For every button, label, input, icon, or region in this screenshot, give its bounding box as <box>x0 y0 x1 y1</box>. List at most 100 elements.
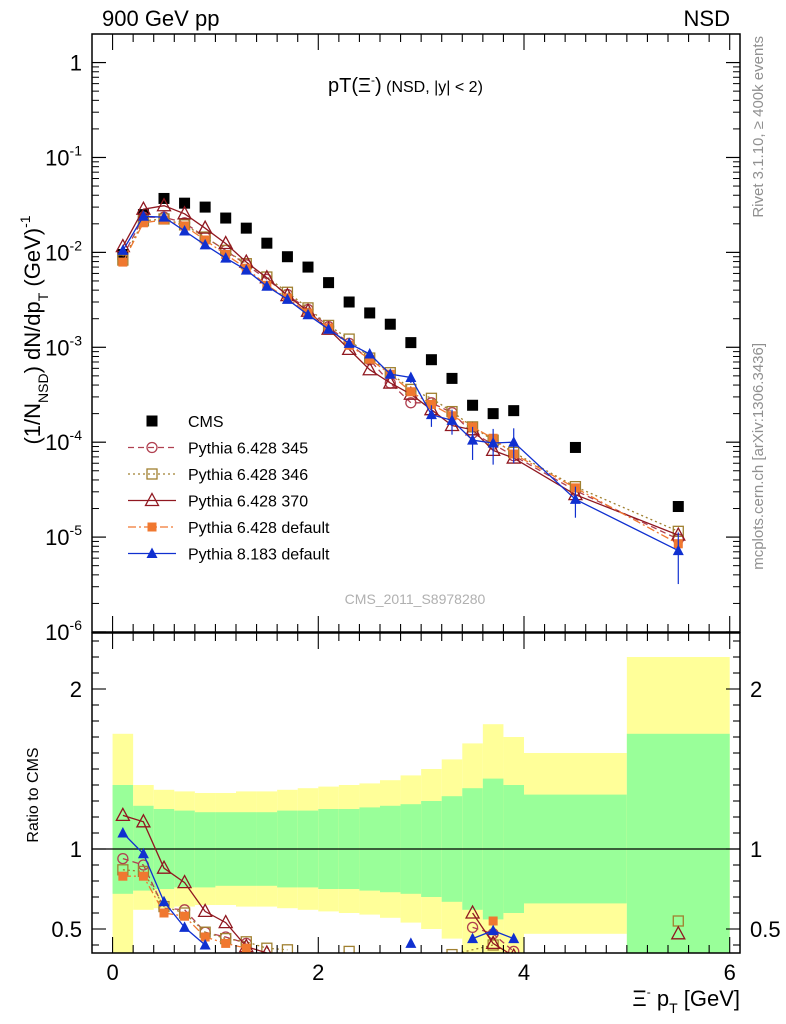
legend-label: Pythia 8.183 default <box>188 547 330 564</box>
data-point <box>179 224 191 236</box>
ratio-point <box>488 916 498 926</box>
xlabel-b: p <box>651 986 669 1011</box>
ratio-series-pythia-6-428-370 <box>115 807 686 953</box>
ratio-point <box>343 945 355 953</box>
series-line-pythia-6-428-370 <box>122 205 679 536</box>
xlabel-a: Ξ <box>632 986 646 1011</box>
data-point <box>446 414 458 425</box>
ratio-point <box>467 932 479 944</box>
plot-title-close: ) <box>375 75 382 97</box>
main-frame <box>91 33 741 633</box>
header-right: NSD <box>684 6 730 31</box>
ratio-point <box>218 914 234 929</box>
data-point <box>179 197 191 209</box>
data-point <box>672 501 684 513</box>
data-point <box>302 308 314 320</box>
y-tick-base: 10 <box>45 240 69 265</box>
ratio-point <box>115 807 131 822</box>
data-point <box>261 237 273 249</box>
y-tick-exp: -5 <box>70 522 83 538</box>
ratio-point <box>180 911 190 921</box>
ratio-frame <box>91 632 741 954</box>
data-point <box>220 212 232 224</box>
data-point <box>218 235 234 250</box>
series-line-pythia-6-428-346 <box>122 218 679 532</box>
ratio-point <box>179 921 191 932</box>
ratio-point <box>159 908 169 918</box>
data-point <box>487 437 499 448</box>
series-line-pythia-6-428-345 <box>122 216 679 540</box>
plot-title-main: pT(Ξ <box>328 75 371 97</box>
legend-entry-pythia-6-428-346: Pythia 6.428 346 <box>128 467 308 484</box>
ratio-y-tick-label-right: 2 <box>750 677 762 702</box>
ratio-point <box>406 967 416 977</box>
data-point <box>467 434 479 445</box>
ratio-point <box>508 932 520 944</box>
data-point <box>384 368 396 379</box>
y-tick-exp: -2 <box>70 237 83 253</box>
data-point <box>240 222 252 234</box>
legend-marker <box>144 492 160 507</box>
data-point <box>406 387 416 397</box>
plot-title: pT(Ξ-) (NSD, |y| < 2) <box>328 73 483 97</box>
data-point <box>467 399 479 411</box>
ratio-point <box>446 948 458 953</box>
ratio-point <box>199 939 211 950</box>
ratio-y-tick-label: 2 <box>70 677 82 702</box>
data-point <box>405 337 417 349</box>
ratio-line <box>122 869 288 951</box>
data-point <box>323 277 335 289</box>
data-point <box>405 371 417 383</box>
ratio-line <box>472 912 510 953</box>
band-inner <box>626 733 730 953</box>
ratio-xlabel: Ξ- pT [GeV] <box>632 985 740 1016</box>
ratio-point <box>117 852 129 865</box>
y-tick-base: 10 <box>45 145 69 170</box>
ratio-point <box>138 871 148 881</box>
x-tick-label: 6 <box>724 960 736 985</box>
data-point <box>425 354 437 366</box>
xlabel-sup: - <box>647 985 651 999</box>
y-tick-label: 10-1 <box>45 142 82 170</box>
data-point <box>508 436 520 447</box>
data-point <box>199 201 211 213</box>
y-tick-base: 10 <box>45 430 69 455</box>
data-point <box>446 372 458 384</box>
data-point <box>343 337 355 348</box>
legend-label: CMS <box>188 414 224 431</box>
series-cms <box>117 192 684 513</box>
ratio-point <box>281 944 294 953</box>
ratio-y-tick-label-right: 0.5 <box>750 917 781 942</box>
data-point <box>365 354 375 364</box>
ylabel-sub2: T <box>35 292 51 301</box>
main-panel: 110-110-210-310-410-510-6 pT(Ξ-) (NSD, |… <box>17 33 741 645</box>
ratio-ylabel: Ratio to CMS <box>25 747 42 842</box>
legend-marker <box>146 441 158 454</box>
data-point <box>569 441 581 453</box>
y-tick-base: 10 <box>45 335 69 360</box>
legend-marker <box>146 547 158 558</box>
y-tick-exp: -4 <box>70 427 83 443</box>
ratio-point <box>508 945 520 953</box>
ratio-series-pythia-6-428-default <box>118 871 498 953</box>
legend-marker <box>146 415 158 427</box>
ratio-y-tick-label: 0.5 <box>51 917 82 942</box>
ratio-point <box>156 859 172 874</box>
xlabel-c: [GeV] <box>678 986 740 1011</box>
ratio-point <box>464 904 481 919</box>
data-point <box>117 244 129 255</box>
data-point <box>176 205 193 220</box>
header-left: 900 GeV pp <box>102 6 219 31</box>
series-line-pythia-8-183-default <box>122 215 679 552</box>
legend-label: Pythia 6.428 default <box>188 520 330 537</box>
ratio-point <box>487 924 499 936</box>
y-tick-label: 10-5 <box>45 522 82 550</box>
y-tick-base: 10 <box>45 620 69 645</box>
ratio-point <box>241 943 251 953</box>
data-point <box>343 296 355 308</box>
ratio-point <box>221 938 231 948</box>
xlabel-sub: T <box>669 1000 678 1016</box>
data-point <box>138 218 148 228</box>
y-tick-label: 10-3 <box>45 332 82 360</box>
